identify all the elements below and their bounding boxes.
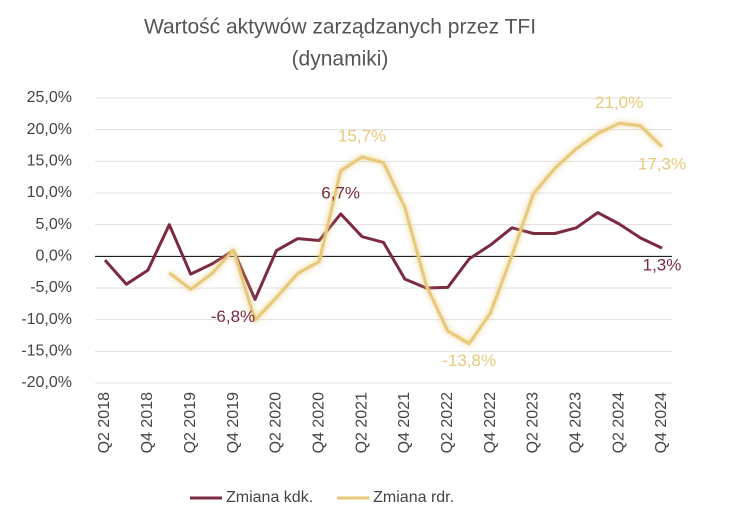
x-tick-label: Q4 2023 xyxy=(568,392,585,453)
x-tick-label: Q4 2018 xyxy=(139,392,156,453)
legend-label: Zmiana rdr. xyxy=(373,489,454,506)
series-line xyxy=(103,211,663,301)
y-tick-label: 20,0% xyxy=(27,121,72,138)
y-tick-label: 10,0% xyxy=(27,184,72,201)
x-tick-label: Q2 2021 xyxy=(353,392,370,453)
x-tick-label: Q4 2020 xyxy=(310,392,327,453)
y-tick-label: -15,0% xyxy=(21,343,72,360)
x-tick-label: Q2 2019 xyxy=(182,392,199,453)
data-label: -13,8% xyxy=(442,351,496,370)
x-tick-label: Q4 2022 xyxy=(482,392,499,453)
data-label: 21,0% xyxy=(595,93,643,112)
data-label: 15,7% xyxy=(338,126,386,145)
y-tick-label: -20,0% xyxy=(21,374,72,391)
chart-subtitle: (dynamiki) xyxy=(292,48,389,71)
x-tick-label: Q2 2023 xyxy=(525,392,542,453)
data-label: -6,8% xyxy=(211,307,255,326)
data-label: 1,3% xyxy=(643,256,682,275)
x-tick-label: Q2 2022 xyxy=(439,392,456,453)
x-tick-label: Q2 2020 xyxy=(268,392,285,453)
chart-title: Wartość aktywów zarządzanych przez TFI xyxy=(144,16,536,39)
y-tick-label: 5,0% xyxy=(36,216,72,233)
x-tick-label: Q2 2018 xyxy=(96,392,113,453)
x-tick-label: Q4 2021 xyxy=(396,392,413,453)
x-tick-label: Q2 2024 xyxy=(610,392,627,453)
y-tick-label: 25,0% xyxy=(27,89,72,106)
y-tick-label: -10,0% xyxy=(21,311,72,328)
data-label: 6,7% xyxy=(321,183,360,202)
y-tick-label: -5,0% xyxy=(30,279,72,296)
legend-label: Zmiana kdk. xyxy=(226,489,313,506)
data-label: 17,3% xyxy=(638,154,686,173)
y-tick-label: 0,0% xyxy=(36,248,72,265)
x-tick-label: Q4 2024 xyxy=(653,392,670,453)
y-tick-label: 15,0% xyxy=(27,153,72,170)
x-tick-label: Q4 2019 xyxy=(225,392,242,453)
series-line xyxy=(168,121,664,346)
